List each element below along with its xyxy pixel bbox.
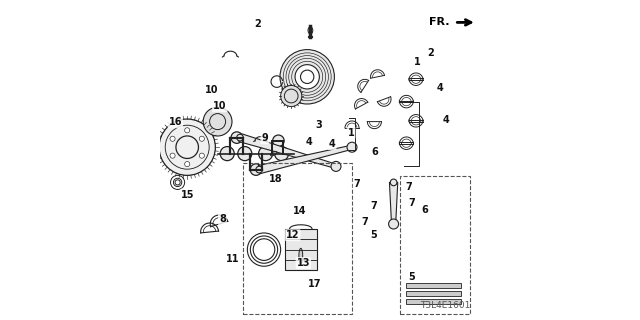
Ellipse shape <box>271 151 276 156</box>
Text: 13: 13 <box>296 258 310 268</box>
Circle shape <box>388 219 399 229</box>
Circle shape <box>273 135 284 147</box>
Text: 2: 2 <box>254 19 261 29</box>
Text: 5: 5 <box>371 230 378 240</box>
Circle shape <box>184 162 189 167</box>
Text: 14: 14 <box>292 205 306 216</box>
Circle shape <box>170 153 175 158</box>
Text: 8: 8 <box>219 214 226 224</box>
Text: 18: 18 <box>269 173 283 184</box>
Polygon shape <box>389 182 398 224</box>
Text: 7: 7 <box>371 201 377 212</box>
Bar <box>406 291 461 296</box>
Text: 4: 4 <box>305 137 312 148</box>
Bar <box>406 283 461 288</box>
Text: 7: 7 <box>405 182 412 192</box>
Circle shape <box>390 179 397 186</box>
Text: 9: 9 <box>262 133 268 143</box>
Polygon shape <box>258 145 353 174</box>
Circle shape <box>170 136 175 141</box>
Text: 1: 1 <box>414 57 421 68</box>
Bar <box>285 229 317 270</box>
Text: 2: 2 <box>427 48 434 58</box>
Circle shape <box>259 147 273 161</box>
Text: 10: 10 <box>213 101 227 111</box>
Circle shape <box>237 147 252 161</box>
Text: 1: 1 <box>348 128 355 138</box>
Ellipse shape <box>308 27 313 34</box>
Text: T3L4E1601: T3L4E1601 <box>420 301 470 310</box>
Circle shape <box>280 50 335 104</box>
Bar <box>243 163 352 314</box>
Text: 7: 7 <box>362 217 368 228</box>
Polygon shape <box>239 134 337 168</box>
Circle shape <box>199 153 204 158</box>
Bar <box>400 176 470 314</box>
Text: 17: 17 <box>307 279 321 289</box>
Text: 11: 11 <box>226 253 240 264</box>
Ellipse shape <box>299 248 303 264</box>
Text: 4: 4 <box>437 83 444 93</box>
Text: 6: 6 <box>372 147 378 157</box>
Circle shape <box>231 132 243 143</box>
Circle shape <box>275 147 289 161</box>
Circle shape <box>237 134 243 141</box>
Circle shape <box>199 136 204 141</box>
Text: 5: 5 <box>408 272 415 282</box>
Circle shape <box>204 107 232 136</box>
Text: 16: 16 <box>168 117 182 127</box>
Text: 6: 6 <box>421 204 428 215</box>
Circle shape <box>159 119 215 175</box>
Circle shape <box>220 147 234 161</box>
Text: 3: 3 <box>315 120 322 130</box>
Circle shape <box>250 164 262 175</box>
Circle shape <box>295 65 319 89</box>
Circle shape <box>331 161 341 172</box>
Circle shape <box>256 166 262 173</box>
Text: 12: 12 <box>286 230 300 240</box>
Bar <box>406 299 461 304</box>
Text: 7: 7 <box>354 179 360 189</box>
Circle shape <box>280 85 302 107</box>
Text: 4: 4 <box>329 139 335 149</box>
Text: 7: 7 <box>409 198 415 208</box>
Text: FR.: FR. <box>429 17 450 28</box>
Circle shape <box>347 142 357 152</box>
Text: 10: 10 <box>205 85 219 95</box>
Text: 4: 4 <box>443 115 450 125</box>
Circle shape <box>184 128 189 133</box>
Text: 15: 15 <box>181 189 195 200</box>
